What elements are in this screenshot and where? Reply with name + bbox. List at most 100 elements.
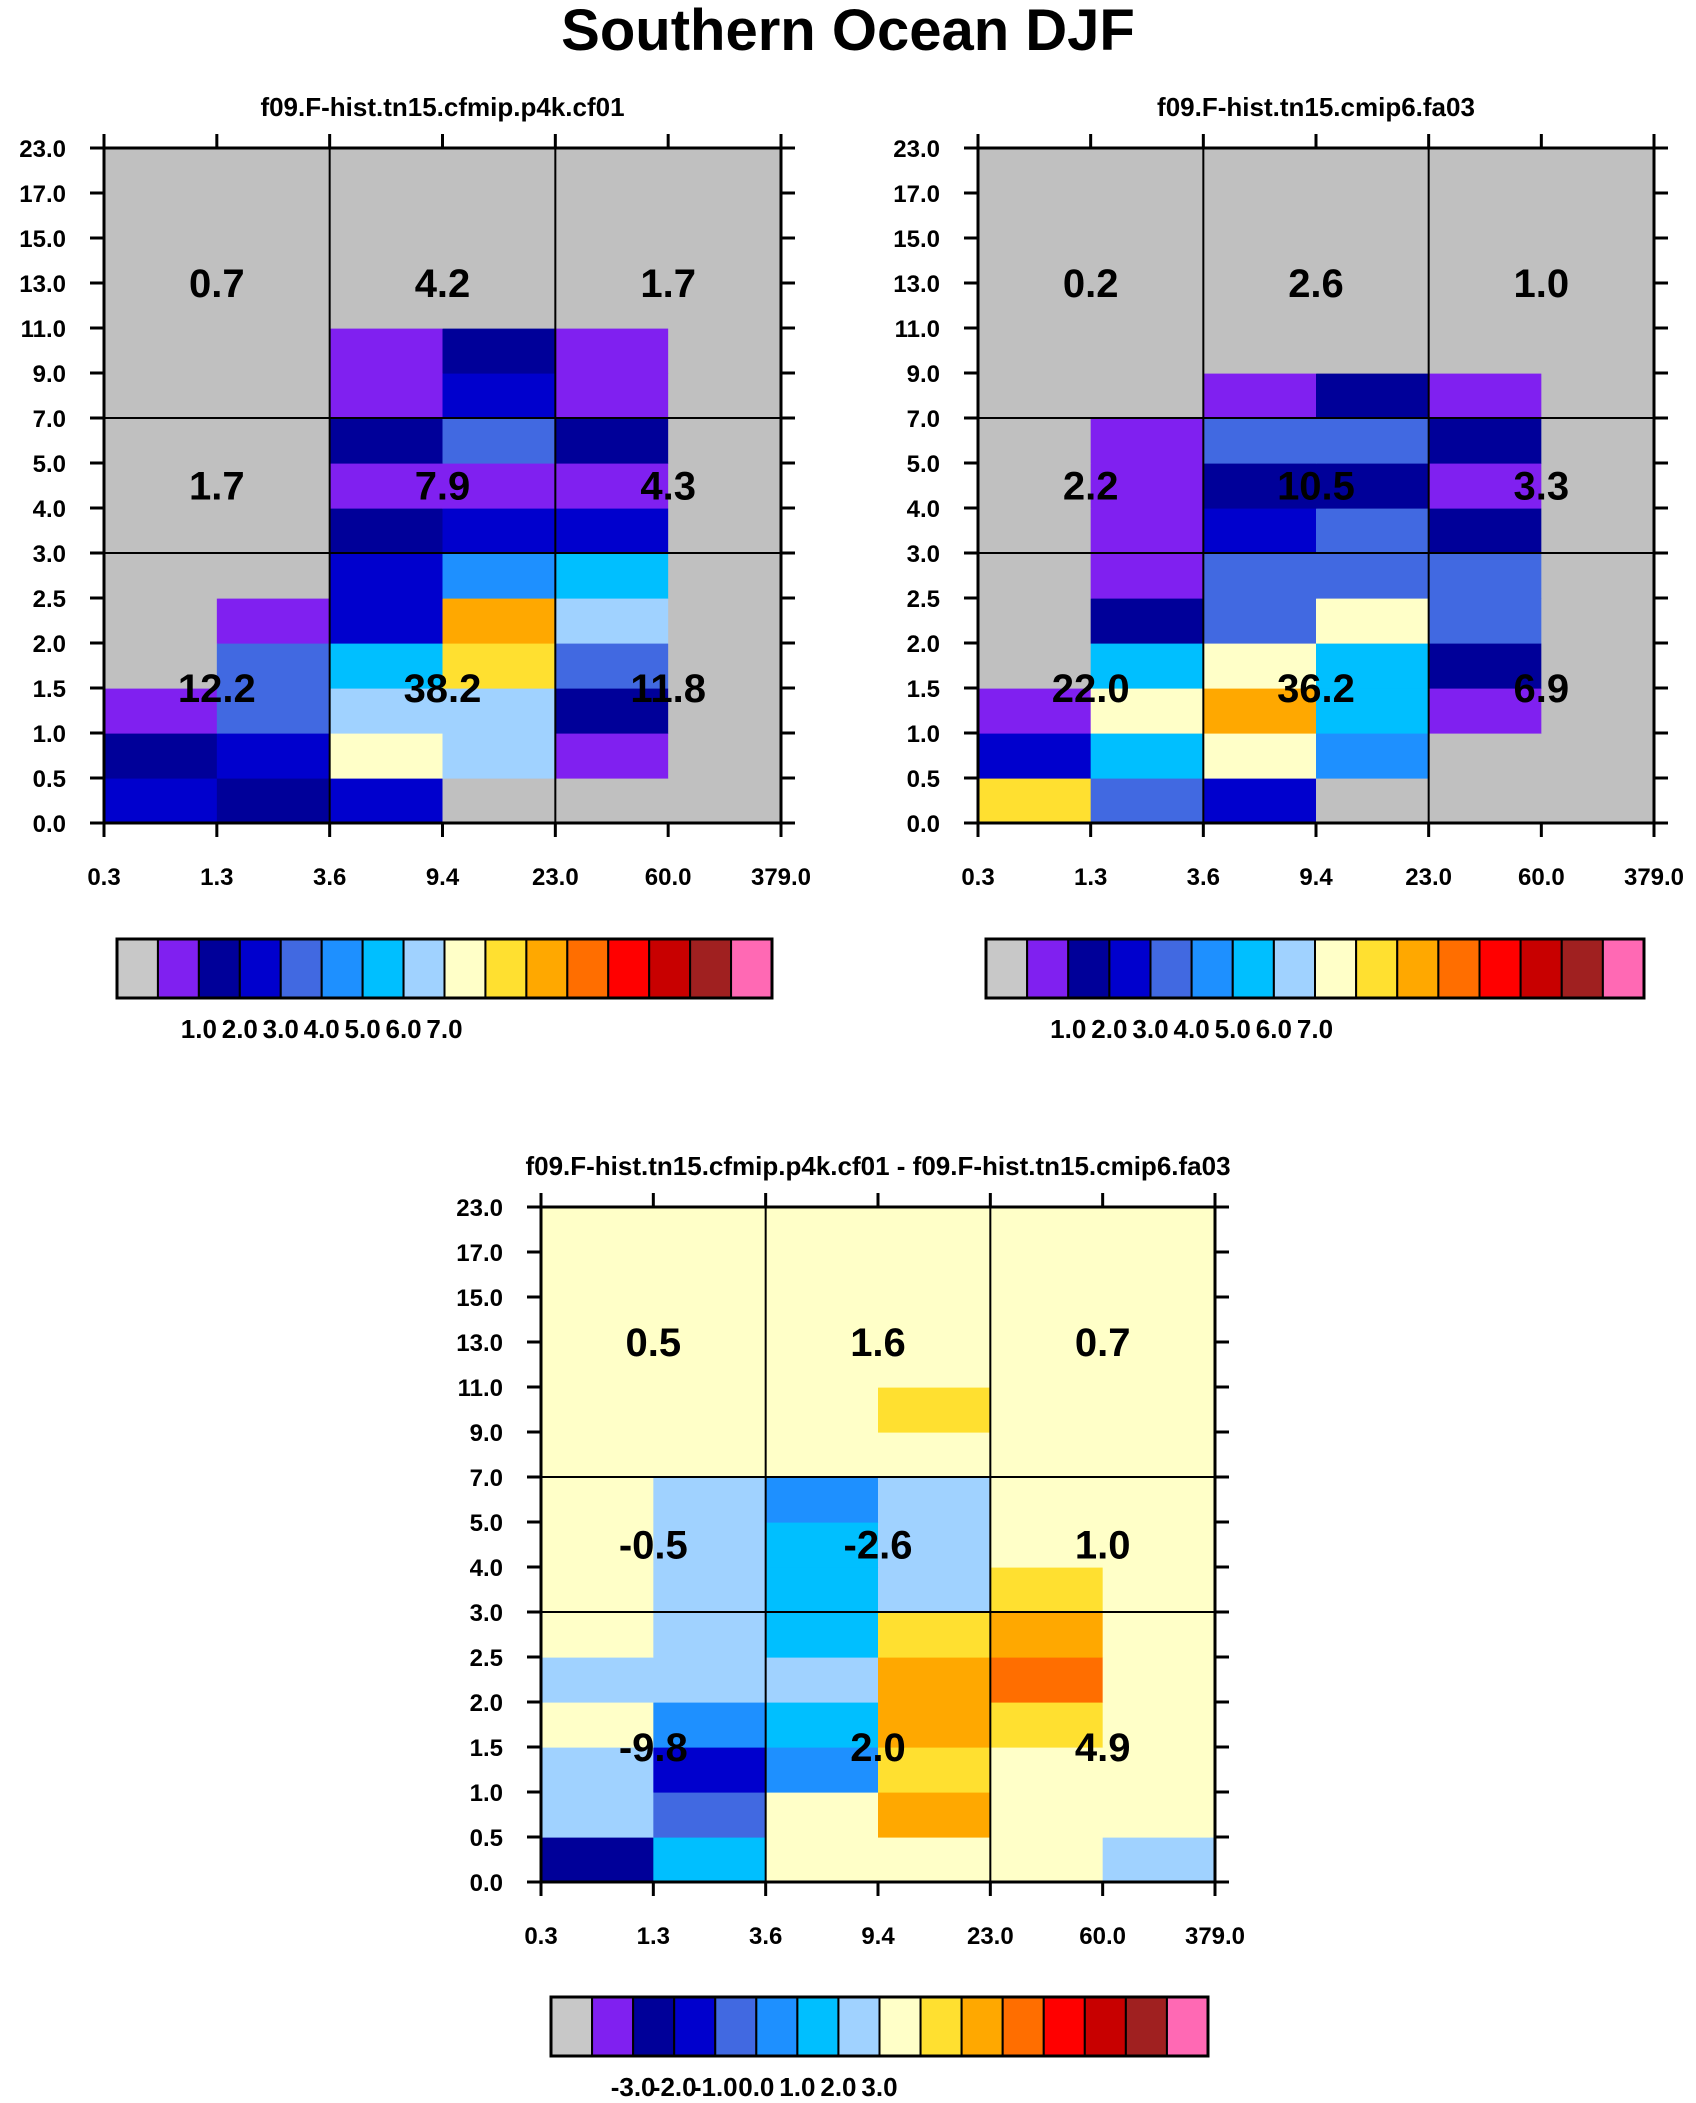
heatmap-cell: [329, 148, 444, 194]
heatmap-cell: [1541, 463, 1655, 509]
heatmap-cell: [1102, 1387, 1216, 1433]
heatmap-cell: [329, 643, 444, 689]
heatmap-cell: [653, 1387, 767, 1433]
colorbar-label: 0.0: [738, 2072, 774, 2102]
heatmap-cell: [329, 688, 444, 734]
heatmap-cell: [978, 373, 1092, 419]
heatmap-cell: [329, 508, 444, 554]
y-tick-label: 2.5: [33, 586, 66, 613]
heatmap-cell: [653, 1657, 767, 1703]
heatmap-cell: [442, 643, 556, 689]
y-tick-label: 1.0: [907, 721, 940, 748]
colorbar-box: [1560, 938, 1604, 999]
x-tick-label: 0.3: [961, 864, 994, 891]
colorbar-box: [1026, 938, 1070, 999]
x-tick-label: 3.6: [1187, 864, 1220, 891]
heatmap-cell: [442, 238, 556, 284]
heatmap-cell: [1541, 148, 1655, 194]
colorbar-box: [1108, 938, 1152, 999]
x-tick-label: 1.3: [637, 1923, 670, 1950]
heatmap-cell: [1541, 373, 1655, 419]
heatmap-cell: [878, 1207, 991, 1253]
colorbar-box: [1231, 938, 1275, 999]
heatmap-cell: [104, 553, 218, 599]
panel-title: f09.F-hist.tn15.cfmip.p4k.cf01: [260, 92, 624, 122]
heatmap-cell: [541, 1702, 654, 1748]
heatmap-cell: [1541, 418, 1655, 464]
heatmap-cell: [1541, 508, 1655, 554]
colorbar-label: 1.0: [181, 1014, 217, 1044]
heatmap-cell: [555, 418, 669, 464]
heatmap-cell: [1203, 688, 1317, 734]
heatmap-cell: [1316, 553, 1430, 599]
heatmap-cell: [1316, 238, 1430, 284]
y-tick-label: 13.0: [893, 271, 940, 298]
heatmap-cell: [104, 598, 218, 644]
heatmap-cell: [104, 328, 218, 374]
heatmap-cell: [329, 733, 444, 779]
y-tick-label: 4.0: [33, 496, 66, 523]
heatmap-cell: [1203, 193, 1317, 239]
heatmap-cell: [978, 463, 1092, 509]
x-tick-label: 60.0: [645, 864, 692, 891]
heatmap-cell: [1203, 643, 1317, 689]
heatmap-cell: [555, 733, 669, 779]
heatmap-cell: [1090, 598, 1204, 644]
colorbar-box: [1190, 938, 1234, 999]
heatmap-cell: [1102, 1657, 1216, 1703]
heatmap-cell: [541, 1252, 654, 1298]
heatmap-cell: [329, 553, 444, 599]
heatmap-cell: [216, 328, 331, 374]
colorbar-box: [673, 1996, 717, 2057]
heatmap-cell: [1090, 508, 1204, 554]
colorbar-box: [1149, 938, 1193, 999]
heatmap-cell: [329, 463, 444, 509]
region-value-label: 1.7: [640, 262, 696, 306]
heatmap-cell: [990, 1522, 1104, 1568]
panel-title: f09.F-hist.tn15.cmip6.fa03: [1157, 92, 1475, 122]
y-tick-label: 3.0: [470, 1600, 503, 1627]
heatmap-cell: [653, 1432, 767, 1478]
heatmap-cell: [668, 463, 782, 509]
x-tick-label: 60.0: [1518, 864, 1565, 891]
heatmap-cell: [1428, 778, 1542, 824]
colorbar-label: 2.0: [820, 2072, 856, 2102]
colorbar-frame: [115, 937, 774, 1000]
heatmap-cell: [555, 553, 669, 599]
heatmap-cell: [1102, 1207, 1216, 1253]
y-tick-label: 2.0: [470, 1690, 503, 1717]
heatmap-cell: [1428, 643, 1542, 689]
colorbar-box: [796, 1996, 840, 2057]
y-tick-label: 23.0: [456, 1195, 503, 1222]
heatmap-panel-1: f09.F-hist.tn15.cfmip.p4k.cf01 0.3 1.3 3.6 9…: [19, 92, 811, 1044]
x-tick-label: 1.3: [1074, 864, 1107, 891]
colorbar-label: 5.0: [345, 1014, 381, 1044]
x-tick-label: 379.0: [751, 864, 811, 891]
heatmap-cell: [1428, 373, 1542, 419]
heatmap-cell: [329, 238, 444, 284]
heatmap-cell: [1102, 1612, 1216, 1658]
heatmap-cell: [442, 688, 556, 734]
region-value-label: 3.3: [1514, 465, 1570, 509]
heatmap-cell: [990, 1477, 1104, 1523]
heatmap-cell: [329, 328, 444, 374]
heatmap-cell: [104, 688, 218, 734]
heatmap-cell: [329, 193, 444, 239]
heatmap-cell: [442, 598, 556, 644]
heatmap-cell: [990, 1837, 1104, 1883]
heatmap-cell: [668, 598, 782, 644]
heatmap-cell: [442, 373, 556, 419]
heatmap-cell: [1203, 463, 1317, 509]
heatmap-cell: [668, 238, 782, 284]
heatmap-cell: [216, 373, 331, 419]
region-value-label: 6.9: [1514, 667, 1570, 711]
region-value-label: 11.8: [630, 667, 706, 711]
colorbar-box: [525, 938, 569, 999]
heatmap-cell: [990, 1432, 1104, 1478]
x-tick-label: 60.0: [1079, 1923, 1126, 1950]
colorbar-label: 7.0: [1297, 1014, 1333, 1044]
colorbar-box: [632, 1996, 676, 2057]
heatmap-cell: [668, 643, 782, 689]
heatmap-cell: [1102, 1432, 1216, 1478]
heatmap-cell: [668, 193, 782, 239]
